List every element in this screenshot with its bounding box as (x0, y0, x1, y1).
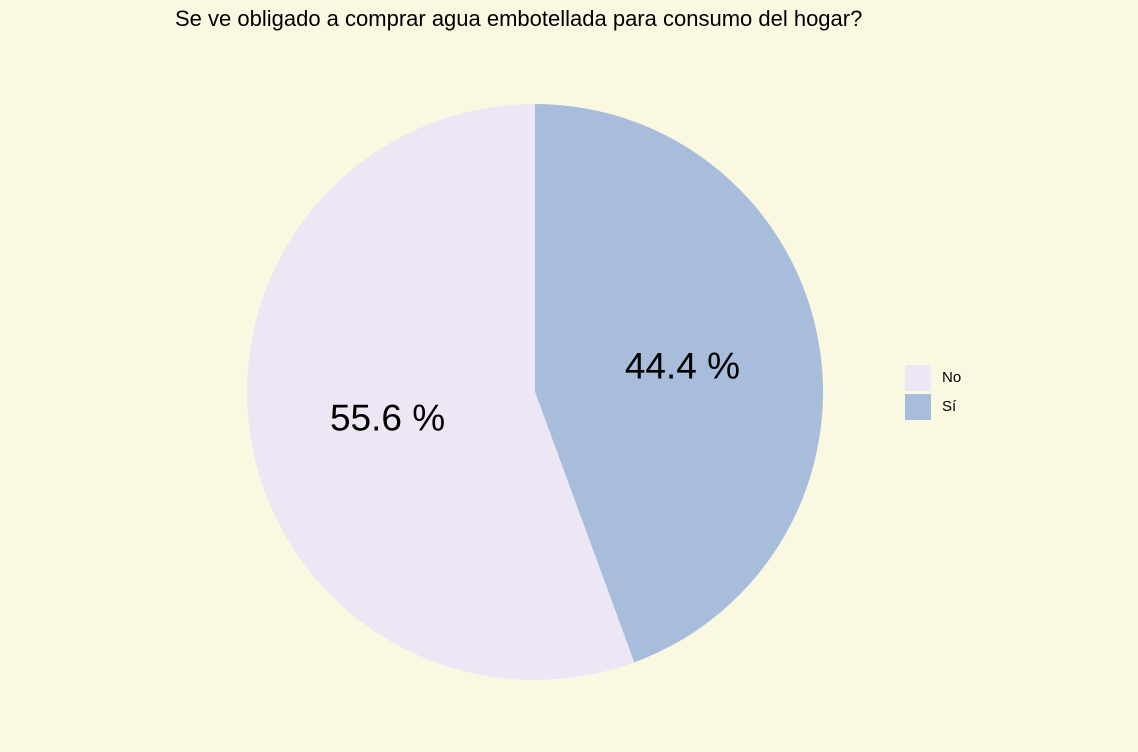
pie-slice-no (246, 104, 635, 680)
legend-item-si: Sí (905, 392, 961, 421)
pie-slice-label: 44.4 % (625, 345, 740, 386)
legend-label-no: No (942, 369, 962, 386)
pie-slice-label: 55.6 % (330, 398, 445, 439)
pie-slice-labels: 44.4 % 55.6 % (330, 345, 740, 438)
legend-swatch-no (905, 364, 931, 391)
legend-item-no: No (905, 363, 961, 392)
pie-slices (246, 104, 823, 680)
chart-title: Se ve obligado a comprar agua embotellad… (175, 6, 863, 31)
legend: No Sí (905, 363, 961, 421)
legend-label-si: Sí (942, 398, 957, 415)
legend-swatch-si (905, 393, 931, 420)
pie-slice-si (535, 104, 823, 663)
